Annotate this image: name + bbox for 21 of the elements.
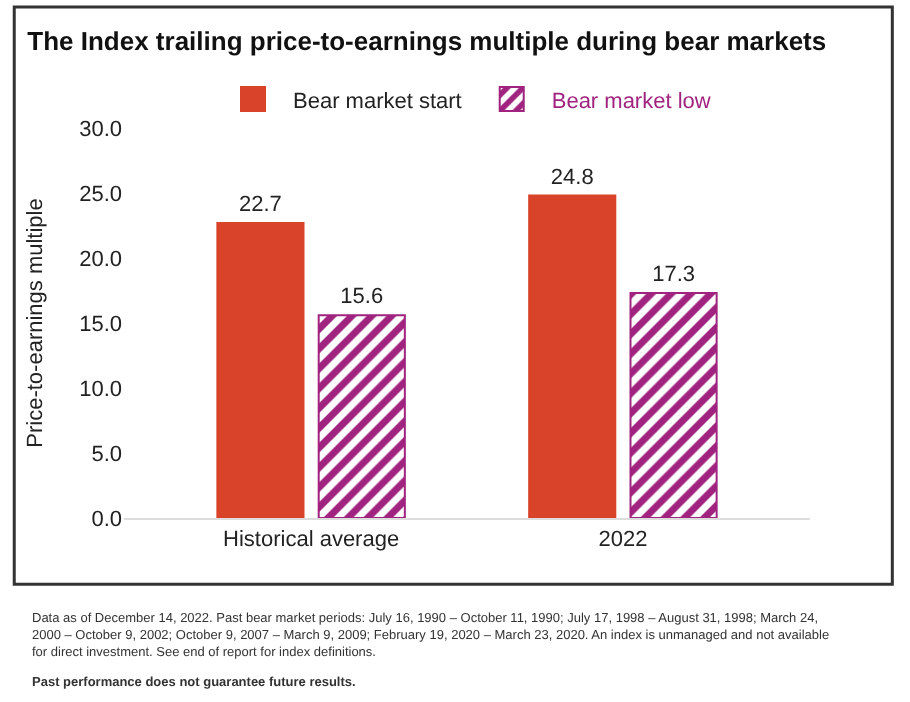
y-tick-label: 25.0 bbox=[79, 182, 122, 207]
y-tick-label: 5.0 bbox=[91, 442, 122, 467]
text: Bear market low bbox=[551, 89, 711, 114]
bar bbox=[317, 314, 406, 518]
chart-title: The Index trailing price-to-earnings multiple during bear markets bbox=[27, 25, 827, 56]
y-tick-label: 20.0 bbox=[79, 247, 122, 272]
y-axis-title: Price-to-earnings multiple bbox=[24, 198, 49, 448]
bar bbox=[629, 292, 718, 518]
bar bbox=[216, 221, 305, 518]
data-label: 22.7 bbox=[239, 192, 282, 217]
y-tick-label: 10.0 bbox=[79, 377, 122, 402]
data-label: 24.8 bbox=[550, 165, 594, 190]
y-tick-label: 30.0 bbox=[79, 117, 122, 142]
data-label: 17.3 bbox=[652, 263, 695, 288]
x-tick-label: Historical average bbox=[223, 528, 400, 553]
legend-label: Bear market start bbox=[293, 89, 462, 114]
y-tick-label: 15.0 bbox=[79, 312, 122, 337]
x-tick-label: 2022 bbox=[598, 528, 648, 553]
bar bbox=[528, 194, 617, 518]
y-tick-label: 0.0 bbox=[91, 507, 122, 532]
data-label: 15.6 bbox=[340, 285, 384, 310]
